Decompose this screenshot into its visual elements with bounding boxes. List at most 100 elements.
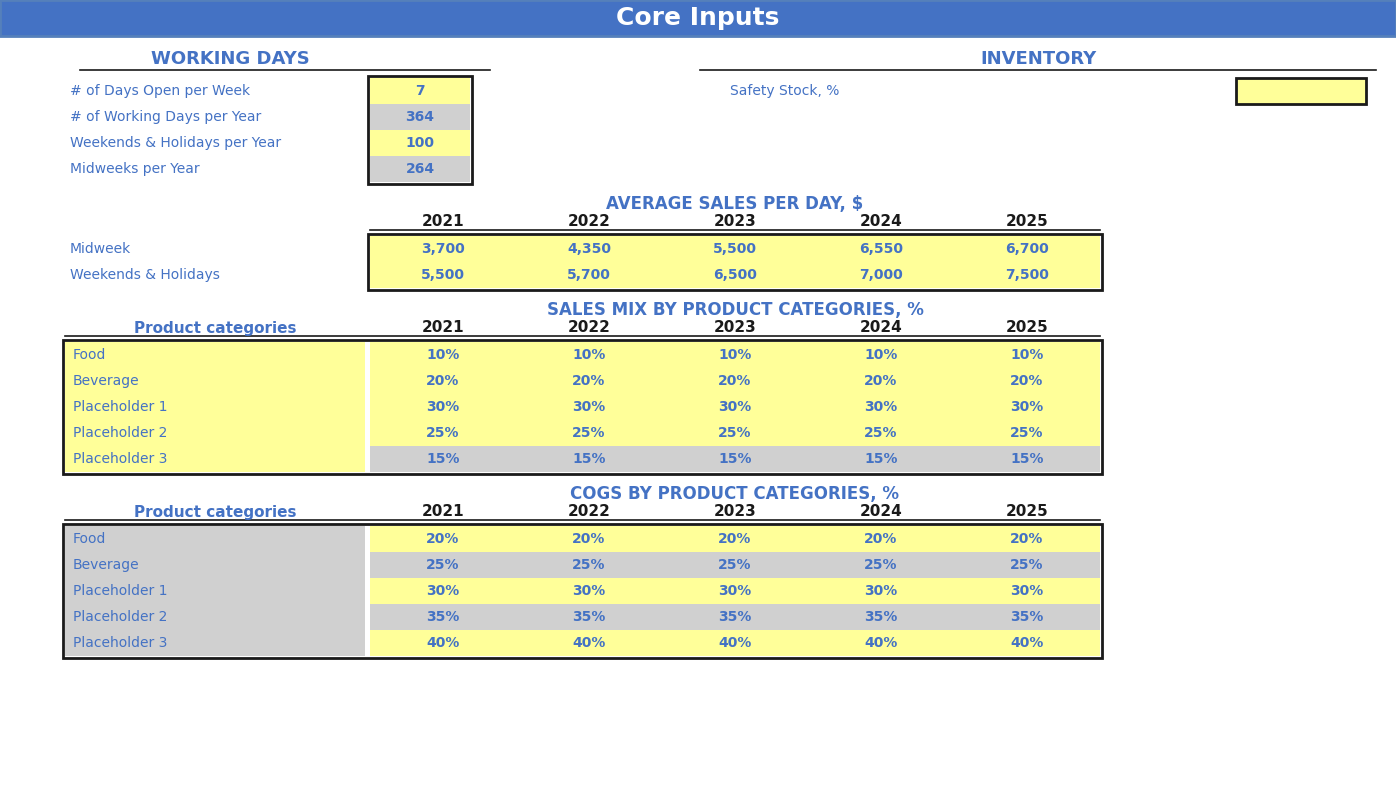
- Bar: [662, 420, 808, 446]
- Bar: [370, 104, 470, 130]
- Bar: [662, 446, 808, 472]
- Text: 364: 364: [405, 110, 434, 124]
- Text: 25%: 25%: [572, 558, 606, 572]
- Bar: [1235, 78, 1367, 104]
- Bar: [662, 630, 808, 656]
- Bar: [953, 262, 1100, 288]
- Bar: [953, 368, 1100, 394]
- Bar: [953, 342, 1100, 368]
- Text: 25%: 25%: [1011, 426, 1044, 440]
- Bar: [370, 578, 517, 604]
- Bar: [370, 552, 517, 578]
- Bar: [370, 78, 470, 104]
- Text: Placeholder 3: Placeholder 3: [73, 636, 168, 650]
- Bar: [370, 236, 517, 262]
- Bar: [370, 156, 470, 182]
- Bar: [63, 524, 1101, 658]
- Text: 10%: 10%: [572, 348, 606, 362]
- Bar: [66, 394, 364, 420]
- Bar: [662, 236, 808, 262]
- Text: 35%: 35%: [719, 610, 751, 624]
- Text: Safety Stock, %: Safety Stock, %: [730, 84, 839, 98]
- Text: 30%: 30%: [426, 400, 459, 414]
- Text: 2023: 2023: [713, 505, 757, 520]
- Bar: [370, 394, 517, 420]
- Text: Placeholder 2: Placeholder 2: [73, 426, 168, 440]
- Bar: [517, 526, 662, 552]
- Text: 30%: 30%: [719, 400, 751, 414]
- Bar: [517, 446, 662, 472]
- Text: 5,500: 5,500: [422, 268, 465, 282]
- Text: 2021: 2021: [422, 215, 465, 230]
- Text: 40%: 40%: [426, 636, 459, 650]
- Text: 20%: 20%: [426, 532, 459, 546]
- Text: Food: Food: [73, 348, 106, 362]
- Text: 10%: 10%: [719, 348, 751, 362]
- Text: 25%: 25%: [864, 426, 898, 440]
- Text: Placeholder 2: Placeholder 2: [73, 610, 168, 624]
- Bar: [662, 342, 808, 368]
- Bar: [63, 340, 1101, 474]
- Bar: [808, 604, 953, 630]
- Text: 264: 264: [405, 162, 434, 176]
- Text: Midweek: Midweek: [70, 242, 131, 256]
- Bar: [517, 394, 662, 420]
- Text: 25%: 25%: [426, 426, 459, 440]
- Text: # of Working Days per Year: # of Working Days per Year: [70, 110, 261, 124]
- Text: 25%: 25%: [719, 426, 752, 440]
- Text: 2022: 2022: [568, 215, 610, 230]
- Text: 15%: 15%: [1011, 452, 1044, 466]
- Text: 2025: 2025: [1005, 321, 1048, 336]
- Bar: [66, 578, 364, 604]
- Text: 40%: 40%: [719, 636, 751, 650]
- Bar: [662, 578, 808, 604]
- Text: 35%: 35%: [1011, 610, 1044, 624]
- Text: 5,500: 5,500: [713, 242, 757, 256]
- Text: 30%: 30%: [864, 584, 898, 598]
- Text: 15%: 15%: [426, 452, 459, 466]
- Text: 30%: 30%: [864, 400, 898, 414]
- Bar: [66, 446, 364, 472]
- Bar: [66, 604, 364, 630]
- Bar: [370, 446, 517, 472]
- Text: 30%: 30%: [719, 584, 751, 598]
- Bar: [369, 76, 472, 184]
- Bar: [808, 526, 953, 552]
- Bar: [370, 630, 517, 656]
- Text: 35%: 35%: [426, 610, 459, 624]
- Bar: [517, 630, 662, 656]
- Text: Product categories: Product categories: [134, 321, 296, 336]
- Text: 3,700: 3,700: [422, 242, 465, 256]
- Text: 5,700: 5,700: [567, 268, 611, 282]
- Bar: [808, 552, 953, 578]
- Bar: [953, 236, 1100, 262]
- Text: 25%: 25%: [426, 558, 459, 572]
- Text: INVENTORY: INVENTORY: [980, 50, 1096, 68]
- Text: 20%: 20%: [719, 532, 751, 546]
- Text: 20%: 20%: [1011, 374, 1044, 388]
- Bar: [808, 236, 953, 262]
- Bar: [953, 526, 1100, 552]
- Text: 20%: 20%: [864, 532, 898, 546]
- Text: 30%: 30%: [572, 584, 606, 598]
- Bar: [953, 420, 1100, 446]
- Text: 30%: 30%: [1284, 84, 1318, 98]
- Text: WORKING DAYS: WORKING DAYS: [151, 50, 310, 68]
- Bar: [808, 578, 953, 604]
- Bar: [517, 578, 662, 604]
- Text: Food: Food: [73, 532, 106, 546]
- Text: 20%: 20%: [572, 532, 606, 546]
- Bar: [370, 420, 517, 446]
- Text: Core Inputs: Core Inputs: [616, 6, 780, 30]
- Text: 6,700: 6,700: [1005, 242, 1048, 256]
- Bar: [953, 604, 1100, 630]
- Text: 2024: 2024: [860, 215, 902, 230]
- Bar: [662, 604, 808, 630]
- Bar: [370, 604, 517, 630]
- Bar: [370, 526, 517, 552]
- Text: 7: 7: [415, 84, 424, 98]
- Text: 25%: 25%: [1011, 558, 1044, 572]
- Bar: [953, 552, 1100, 578]
- Text: 15%: 15%: [864, 452, 898, 466]
- Text: 20%: 20%: [719, 374, 751, 388]
